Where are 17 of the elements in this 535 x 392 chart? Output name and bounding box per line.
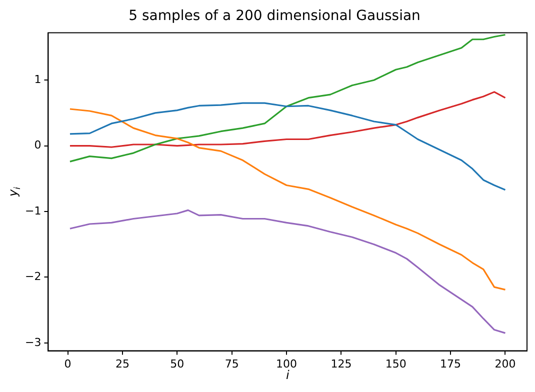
x-tick-label: 175	[440, 357, 462, 370]
x-tick-label: 75	[224, 357, 239, 370]
x-axis-title: i	[286, 368, 290, 382]
x-tick-label: 100	[276, 357, 298, 370]
y-tick-label: −2	[24, 270, 42, 284]
x-tick-label: 25	[115, 357, 130, 370]
y-tick-label: 1	[34, 72, 42, 86]
x-tick-label: 50	[170, 357, 184, 370]
y-tick-label: −1	[24, 204, 42, 218]
y-tick-label: 0	[34, 138, 42, 152]
chart-title: 5 samples of a 200 dimensional Gaussian	[128, 8, 420, 24]
x-tick-label: 150	[385, 357, 406, 370]
y-axis-title: yi	[6, 186, 22, 198]
x-tick-label: 200	[494, 357, 516, 370]
y-tick-label: −3	[24, 336, 42, 349]
x-tick-label: 125	[330, 357, 352, 370]
x-tick-label: 0	[64, 357, 72, 370]
